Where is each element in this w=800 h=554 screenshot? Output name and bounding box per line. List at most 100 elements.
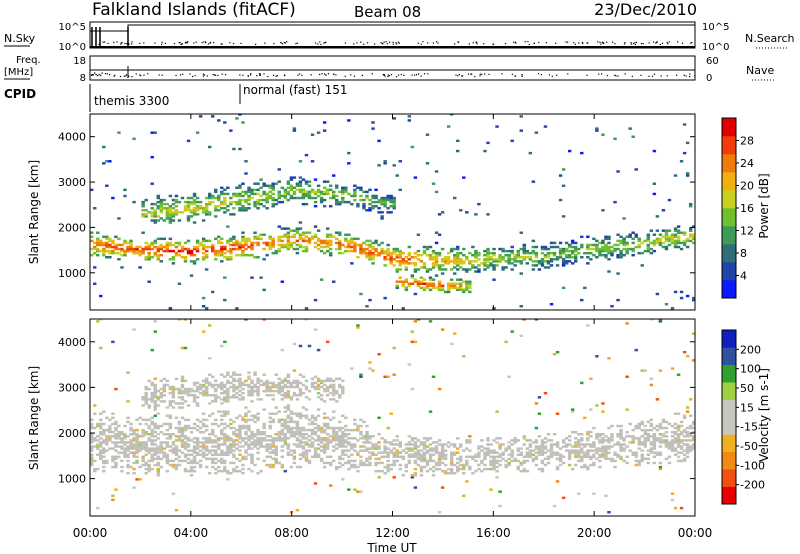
velocity-cell: [655, 424, 660, 428]
velocity-cell: [449, 461, 454, 465]
velocity-cell: [295, 439, 300, 442]
velocity-cell: [313, 439, 318, 442]
power-cell: [525, 249, 530, 253]
velocity-cell: [383, 455, 387, 459]
velocity-cell: [307, 422, 312, 426]
power-cell: [259, 198, 263, 202]
velocity-cell: [589, 408, 593, 411]
power-cell: [183, 260, 188, 263]
velocity-cell: [537, 449, 542, 452]
nsearch-dot: [472, 42, 474, 44]
velocity-cell: [592, 441, 596, 444]
velocity-cell: [247, 385, 251, 389]
velocity-cell: [232, 373, 236, 376]
nave-dot: [301, 74, 303, 76]
power-cell: [368, 188, 372, 192]
power-cell: [543, 245, 548, 249]
velocity-cell: [195, 402, 200, 405]
velocity-cell: [428, 437, 433, 440]
velocity-cell: [531, 453, 536, 456]
velocity-cell: [413, 459, 418, 463]
power-cell: [577, 247, 581, 251]
velocity-cell: [174, 465, 179, 469]
power-cell: [434, 274, 439, 277]
power-cell: [504, 260, 508, 263]
power-colorbar-tick-label: 20: [740, 180, 754, 193]
power-cell: [286, 186, 291, 190]
velocity-cell: [153, 385, 157, 389]
velocity-cell: [362, 435, 366, 438]
velocity-cell: [567, 451, 572, 454]
velocity-cell: [640, 435, 644, 438]
power-cell: [183, 207, 188, 210]
power-cell: [304, 180, 309, 183]
velocity-cell: [238, 445, 242, 448]
power-cell: [558, 198, 563, 202]
velocity-cell: [241, 396, 245, 399]
power-cell: [102, 145, 106, 149]
power-cell: [186, 209, 191, 212]
velocity-cell: [220, 402, 224, 405]
velocity-cell: [383, 375, 387, 378]
velocity-cell: [525, 451, 530, 454]
velocity-cell: [492, 463, 496, 467]
power-cell: [586, 251, 590, 255]
nave-dot: [382, 73, 384, 76]
velocity-cell: [555, 465, 560, 469]
power-cell: [229, 200, 233, 204]
power-cell: [604, 243, 608, 247]
velocity-cell: [217, 439, 221, 442]
power-cell: [123, 251, 127, 255]
velocity-cell: [616, 453, 620, 456]
power-cell: [555, 256, 560, 259]
velocity-cell: [335, 439, 339, 442]
velocity-cell: [241, 439, 245, 442]
power-cell: [371, 196, 375, 200]
velocity-cell: [619, 447, 623, 450]
power-cell: [171, 258, 176, 261]
velocity-cell: [135, 461, 139, 465]
velocity-cell: [217, 453, 221, 456]
velocity-cell: [271, 420, 275, 424]
velocity-cell: [486, 439, 490, 442]
velocity-cell: [283, 424, 288, 428]
nsearch-dot: [195, 41, 197, 43]
power-cell: [301, 190, 306, 194]
velocity-cell: [156, 396, 160, 399]
velocity-cell: [310, 420, 315, 424]
velocity-cell: [223, 435, 227, 438]
power-cell: [135, 247, 139, 251]
power-cell: [286, 245, 291, 249]
velocity-colorbar-tick-label: -200: [740, 479, 765, 492]
power-cell: [277, 247, 281, 251]
velocity-colorbar-swatch: [722, 382, 736, 400]
velocity-cell: [658, 424, 663, 428]
nsearch-dot: [126, 43, 128, 45]
power-cell: [359, 247, 363, 251]
velocity-heatmap: [90, 319, 695, 514]
velocity-cell: [220, 430, 224, 434]
velocity-cell: [649, 447, 654, 450]
velocity-cell: [99, 451, 103, 454]
velocity-cell: [223, 385, 227, 389]
velocity-cell: [301, 435, 306, 438]
power-cell: [319, 200, 324, 204]
power-cell: [510, 258, 514, 261]
velocity-cell: [410, 443, 415, 446]
power-cell: [453, 286, 457, 290]
velocity-cell: [247, 410, 251, 413]
power-cell: [171, 211, 176, 214]
velocity-cell: [214, 383, 218, 387]
power-cell: [510, 268, 514, 271]
velocity-cell: [271, 437, 275, 440]
velocity-cell: [298, 465, 303, 469]
velocity-cell: [256, 428, 260, 432]
nave-dot: [263, 73, 265, 75]
velocity-cell: [580, 433, 584, 436]
power-cell: [374, 188, 378, 192]
power-cell: [425, 253, 430, 257]
velocity-cell: [310, 377, 315, 381]
power-cell: [531, 249, 536, 253]
power-cell: [682, 239, 687, 243]
velocity-cell: [386, 455, 390, 459]
